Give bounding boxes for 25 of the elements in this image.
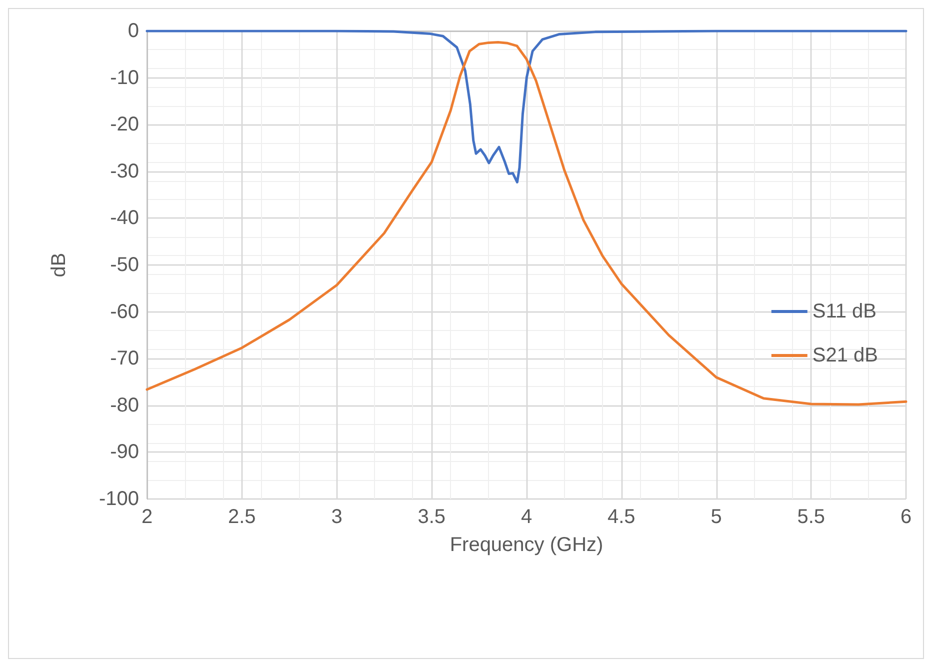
y-tick-label: -70 xyxy=(110,348,139,370)
y-tick-label: -100 xyxy=(98,488,139,510)
line-series xyxy=(146,40,908,406)
y-tick-label: -10 xyxy=(110,66,139,89)
x-tick-label: 2 xyxy=(141,506,153,528)
y-tick-label: -20 xyxy=(110,114,139,136)
x-tick-label: 5.5 xyxy=(797,506,826,528)
y-tick-label: -30 xyxy=(110,160,139,182)
y-tick-label: 0 xyxy=(128,20,139,42)
y-tick-label: -40 xyxy=(110,207,139,230)
x-axis-title: Frequency (GHz) xyxy=(450,534,604,556)
x-tick-label: 5 xyxy=(710,506,722,528)
x-tick-label: 3 xyxy=(331,506,342,528)
y-tick-label: -80 xyxy=(110,394,139,416)
y-tick-label: -60 xyxy=(110,300,139,323)
legend-label: S11 dB xyxy=(812,300,877,322)
y-axis-title: dB xyxy=(48,252,70,278)
y-tick-label: -90 xyxy=(110,441,139,464)
x-tick-label: 6 xyxy=(900,506,912,528)
x-tick-label: 4.5 xyxy=(607,506,636,528)
x-tick-label: 2.5 xyxy=(228,506,256,528)
x-tick-label: 4 xyxy=(520,506,532,528)
x-tick-label: 3.5 xyxy=(418,506,446,528)
legend-label: S21 dB xyxy=(812,344,878,366)
y-tick-label: -50 xyxy=(110,254,139,276)
